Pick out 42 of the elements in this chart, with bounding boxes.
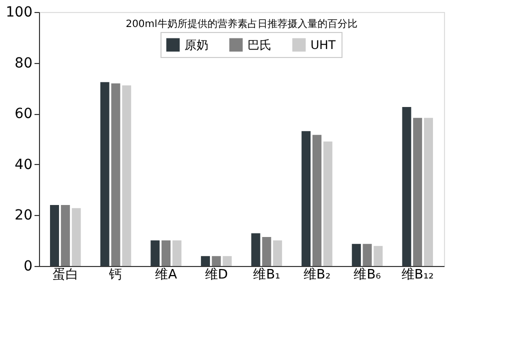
- x-tick-label: 维A: [155, 268, 178, 282]
- y-tick-label: 0: [24, 258, 32, 274]
- y-tick-label: 80: [14, 55, 32, 72]
- legend-label: 原奶: [184, 38, 208, 52]
- text: 200ml牛奶所提供的营养素占日推荐摄入量的百分比: [126, 18, 358, 30]
- bar: [162, 240, 171, 266]
- bar: [200, 256, 210, 266]
- x-tick-label: 钙: [108, 268, 122, 282]
- x-tick-label: 维B₁₂: [401, 268, 434, 282]
- bar: [222, 256, 232, 266]
- x-tick-label: 维B₂: [303, 268, 331, 282]
- bar: [413, 118, 422, 266]
- bar: [60, 205, 70, 266]
- legend-label: UHT: [310, 38, 336, 52]
- y-tick-label: 60: [14, 106, 32, 122]
- legend-label: 巴氏: [248, 38, 272, 52]
- bar: [352, 244, 361, 266]
- x-tick-label: 维B₁: [253, 268, 280, 282]
- bar: [111, 83, 120, 266]
- bar: [251, 233, 260, 266]
- bar: [262, 237, 272, 266]
- bar: [424, 118, 433, 266]
- bar: [172, 240, 182, 266]
- x-tick-label: 维D: [204, 268, 228, 282]
- y-tick-label: 100: [6, 4, 32, 20]
- bar: [402, 106, 412, 266]
- bar: [122, 85, 132, 266]
- bar: [100, 82, 110, 266]
- y-tick-label: 40: [14, 156, 32, 173]
- x-tick-label: 维B₆: [354, 268, 381, 282]
- bar: [362, 244, 372, 266]
- bar: [150, 240, 160, 266]
- bar: [50, 205, 60, 266]
- bar: [302, 131, 311, 266]
- y-tick-label: 20: [14, 208, 32, 224]
- bar: [312, 134, 322, 266]
- x-tick-label: 蛋白: [52, 268, 78, 282]
- bar: [374, 246, 383, 266]
- bar: [212, 256, 221, 266]
- bar: [323, 142, 332, 266]
- bar: [273, 240, 282, 266]
- bar: [72, 208, 81, 266]
